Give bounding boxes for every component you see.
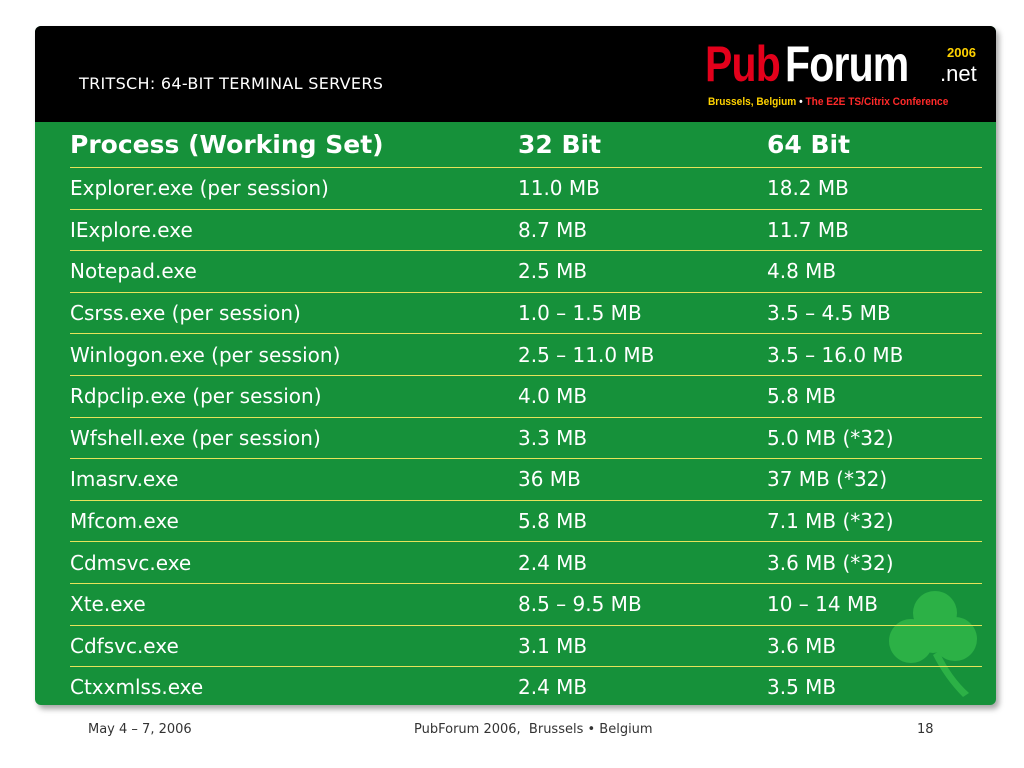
value-64-bit: 5.0 MB (*32): [767, 417, 982, 460]
process-name: Explorer.exe (per session): [70, 167, 518, 210]
footer-event: PubForum 2006, Brussels • Belgium: [414, 722, 653, 737]
value-32-bit: 2.5 – 11.0 MB: [518, 333, 767, 376]
process-name: Csrss.exe (per session): [70, 292, 518, 335]
process-name: Notepad.exe: [70, 250, 518, 293]
table-row: Csrss.exe (per session) 1.0 – 1.5 MB 3.5 –…: [70, 292, 982, 335]
logo-year: 2006: [947, 45, 976, 60]
value-32-bit: 4.0 MB: [518, 375, 767, 418]
table-row: Cdfsvc.exe 3.1 MB 3.6 MB: [70, 625, 982, 668]
value-64-bit: 37 MB (*32): [767, 458, 982, 501]
table-row: Xte.exe 8.5 – 9.5 MB 10 – 14 MB: [70, 583, 982, 626]
value-64-bit: 3.6 MB: [767, 625, 982, 668]
value-64-bit: 7.1 MB (*32): [767, 500, 982, 543]
logo-tagline-city: Brussels, Belgium: [708, 96, 797, 108]
value-64-bit: 4.8 MB: [767, 250, 982, 293]
value-64-bit: 3.5 – 16.0 MB: [767, 333, 982, 376]
value-64-bit: 5.8 MB: [767, 375, 982, 418]
table-row: Rdpclip.exe (per session) 4.0 MB 5.8 MB: [70, 375, 982, 418]
header-process: Process (Working Set): [70, 122, 518, 168]
value-32-bit: 8.5 – 9.5 MB: [518, 583, 767, 626]
process-name: Imasrv.exe: [70, 458, 518, 501]
value-64-bit: 18.2 MB: [767, 167, 982, 210]
table-header-row: Process (Working Set) 32 Bit 64 Bit: [70, 122, 982, 168]
logo-forum-text: Forum: [785, 36, 909, 92]
value-32-bit: 2.5 MB: [518, 250, 767, 293]
logo-tagline-separator: •: [796, 96, 806, 108]
value-64-bit: 3.5 MB: [767, 675, 837, 700]
table-row: Explorer.exe (per session) 11.0 MB 18.2 MB: [70, 167, 982, 210]
process-name: Ctxxmlss.exe: [70, 675, 204, 700]
value-64-bit: 11.7 MB: [767, 209, 982, 252]
process-name: Rdpclip.exe (per session): [70, 375, 518, 418]
table-row: Cdmsvc.exe 2.4 MB 3.6 MB (*32): [70, 541, 982, 584]
table-row: Mfcom.exe 5.8 MB 7.1 MB (*32): [70, 500, 982, 543]
value-64-bit: 3.5 – 4.5 MB: [767, 292, 982, 335]
value-32-bit: 2.4 MB: [518, 675, 588, 700]
logo-tagline: Brussels, Belgium • The E2E TS/Citrix Co…: [708, 96, 948, 108]
header-bar: TRITSCH: 64-BIT TERMINAL SERVERS Pub For…: [35, 26, 996, 122]
footer-date: May 4 – 7, 2006: [88, 722, 192, 737]
process-name: Winlogon.exe (per session): [70, 333, 518, 376]
process-name: Wfshell.exe (per session): [70, 417, 518, 460]
process-working-set-table: Process (Working Set) 32 Bit 64 Bit Expl…: [70, 122, 982, 705]
process-name: Mfcom.exe: [70, 500, 518, 543]
value-64-bit: 3.6 MB (*32): [767, 541, 982, 584]
page-number: 18: [917, 722, 934, 737]
logo-tagline-conference: The E2E TS/Citrix Conference: [805, 96, 949, 108]
table-row: Notepad.exe 2.5 MB 4.8 MB: [70, 250, 982, 293]
process-name: Cdmsvc.exe: [70, 541, 518, 584]
logo-pub-text: Pub: [705, 36, 781, 92]
value-32-bit: 5.8 MB: [518, 500, 767, 543]
value-32-bit: 8.7 MB: [518, 209, 767, 252]
table-row: Ctxxmlss.exe 2.4 MB 3.5 MB: [70, 667, 982, 705]
table-row: Winlogon.exe (per session) 2.5 – 11.0 MB 3…: [70, 333, 982, 376]
table-row: Wfshell.exe (per session) 3.3 MB 5.0 MB (*…: [70, 417, 982, 460]
value-32-bit: 36 MB: [518, 458, 767, 501]
slide-title: TRITSCH: 64-BIT TERMINAL SERVERS: [79, 74, 384, 93]
value-32-bit: 3.3 MB: [518, 417, 767, 460]
value-32-bit: 2.4 MB: [518, 541, 767, 584]
process-name: Cdfsvc.exe: [70, 625, 518, 668]
slide-panel: TRITSCH: 64-BIT TERMINAL SERVERS Pub For…: [35, 26, 996, 705]
value-32-bit: 11.0 MB: [518, 167, 767, 210]
value-32-bit: 1.0 – 1.5 MB: [518, 292, 767, 335]
value-32-bit: 3.1 MB: [518, 625, 767, 668]
header-32-bit: 32 Bit: [518, 122, 767, 168]
pubforum-logo: Pub Forum 2006 .net Brussels, Belgium • …: [705, 36, 990, 118]
process-name: IExplore.exe: [70, 209, 518, 252]
logo-tld: .net: [940, 61, 977, 86]
table-row: Imasrv.exe 36 MB 37 MB (*32): [70, 458, 982, 501]
header-64-bit: 64 Bit: [767, 122, 982, 168]
table-row: IExplore.exe 8.7 MB 11.7 MB: [70, 209, 982, 252]
value-64-bit: 10 – 14 MB: [767, 583, 982, 626]
process-name: Xte.exe: [70, 583, 518, 626]
